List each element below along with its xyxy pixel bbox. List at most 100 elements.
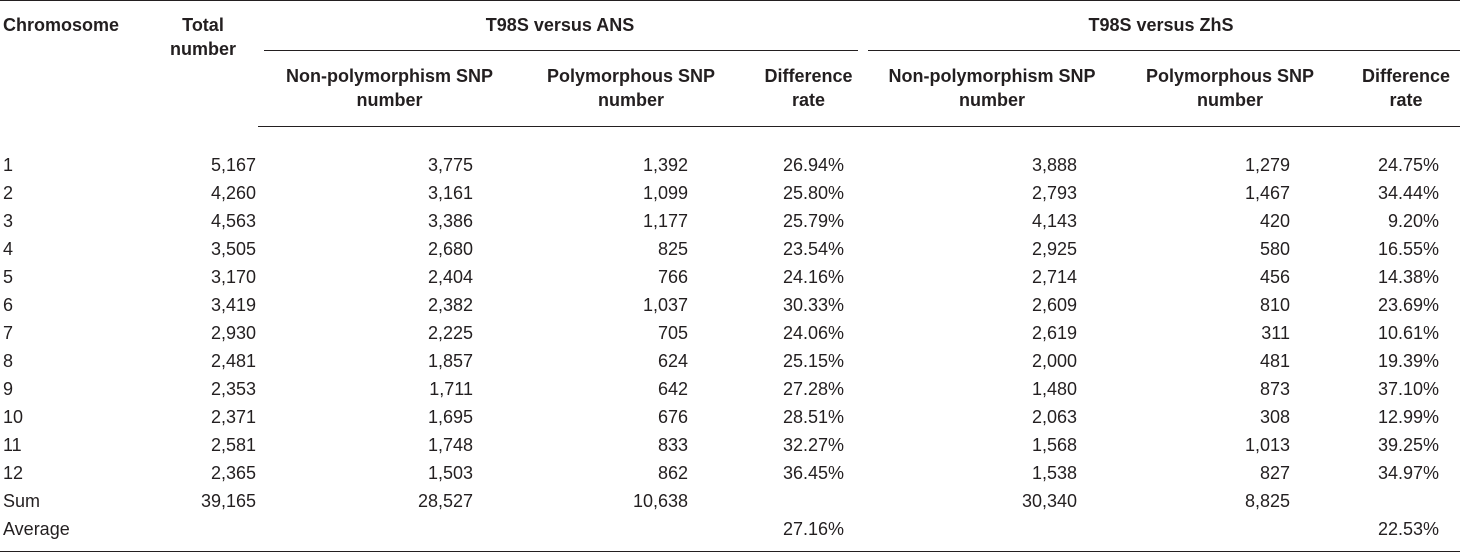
header-ans-non-poly: Non-polymorphism SNP number [258,50,521,127]
header-zhs-diff-rate: Difference rate [1338,50,1460,127]
cell-zhs-non-poly: 2,714 [1031,267,1077,287]
cell-chromosome: 8 [3,351,14,371]
cell-ans-rate: 24.16% [782,267,844,287]
table-row: 6 3,419 2,382 1,037 30.33% 2,609 810 23.… [0,291,1460,319]
cell-ans-poly: 766 [657,267,688,287]
cell-zhs-non-poly: 1,568 [1031,435,1077,455]
cell-ans-poly: 1,099 [642,183,688,203]
header-zhs-diff-rate-text: Difference rate [1361,65,1451,110]
cell-ans-non-poly: 3,386 [427,211,473,231]
header-total-number: Total number [148,0,258,127]
table-row: 4 3,505 2,680 825 23.54% 2,925 580 16.55… [0,235,1460,263]
cell-ans-rate: 32.27% [782,435,844,455]
cell-zhs-poly: 827 [1259,463,1290,483]
cell-zhs-non-poly: 4,143 [1031,211,1077,231]
table-header: Chromosome Total number T98S versus ANS … [0,0,1460,127]
cell-chromosome: 6 [3,295,14,315]
table-body: 1 5,167 3,775 1,392 26.94% 3,888 1,279 2… [0,127,1460,552]
sum-ans-non-poly: 28,527 [417,491,473,511]
cell-ans-non-poly: 2,225 [427,323,473,343]
cell-chromosome: 7 [3,323,14,343]
header-ans-poly-text: Polymorphous SNP number [546,65,716,110]
cell-zhs-rate: 37.10% [1377,379,1439,399]
cell-chromosome: 4 [3,239,14,259]
cell-ans-rate: 28.51% [782,407,844,427]
table-row: 7 2,930 2,225 705 24.06% 2,619 311 10.61… [0,319,1460,347]
table-row: 1 5,167 3,775 1,392 26.94% 3,888 1,279 2… [0,127,1460,180]
sum-ans-rate [741,487,862,515]
average-zhs-non-poly [862,515,1122,552]
average-total [148,515,258,552]
cell-ans-poly: 1,037 [642,295,688,315]
header-zhs-non-poly: Non-polymorphism SNP number [862,50,1122,127]
cell-zhs-rate: 10.61% [1377,323,1439,343]
table-row: 10 2,371 1,695 676 28.51% 2,063 308 12.9… [0,403,1460,431]
cell-ans-poly: 676 [657,407,688,427]
cell-ans-rate: 23.54% [782,239,844,259]
cell-zhs-rate: 16.55% [1377,239,1439,259]
cell-chromosome: 10 [3,407,24,427]
table-row: 3 4,563 3,386 1,177 25.79% 4,143 420 9.2… [0,207,1460,235]
cell-ans-poly: 642 [657,379,688,399]
cell-ans-non-poly: 1,711 [429,379,473,399]
cell-total: 5,167 [210,155,256,175]
sum-zhs-non-poly: 30,340 [1021,491,1077,511]
cell-ans-non-poly: 2,680 [427,239,473,259]
cell-total: 2,353 [210,379,256,399]
cell-ans-poly: 825 [657,239,688,259]
average-ans-rate: 27.16% [741,515,862,552]
cell-ans-non-poly: 2,404 [427,267,473,287]
cell-ans-rate: 24.06% [782,323,844,343]
header-ans-poly: Polymorphous SNP number [521,50,741,127]
group-ans-rule [264,49,858,51]
cell-total: 2,365 [210,463,256,483]
cell-zhs-non-poly: 1,538 [1031,463,1077,483]
header-group-ans: T98S versus ANS [258,0,862,51]
cell-zhs-poly: 420 [1259,211,1290,231]
cell-zhs-non-poly: 3,888 [1031,155,1077,175]
average-ans-poly [521,515,741,552]
cell-ans-rate: 25.80% [782,183,844,203]
average-zhs-rate: 22.53% [1338,515,1460,552]
group-zhs-rule [868,49,1460,51]
average-zhs-poly [1122,515,1338,552]
cell-zhs-poly: 311 [1261,323,1290,343]
cell-ans-non-poly: 3,775 [427,155,473,175]
cell-zhs-non-poly: 2,000 [1031,351,1077,371]
cell-chromosome: 5 [3,267,14,287]
cell-ans-rate: 25.79% [782,211,844,231]
header-group-zhs-label: T98S versus ZhS [1088,15,1234,35]
cell-chromosome: 2 [3,183,14,203]
table-row: 9 2,353 1,711 642 27.28% 1,480 873 37.10… [0,375,1460,403]
header-ans-diff-rate: Difference rate [741,50,862,127]
cell-ans-rate: 36.45% [782,463,844,483]
header-chromosome: Chromosome [0,0,148,127]
cell-ans-non-poly: 1,748 [427,435,473,455]
table-row: 11 2,581 1,748 833 32.27% 1,568 1,013 39… [0,431,1460,459]
cell-ans-rate: 30.33% [782,295,844,315]
cell-total: 3,505 [210,239,256,259]
cell-zhs-poly: 873 [1259,379,1290,399]
cell-total: 2,481 [210,351,256,371]
cell-total: 3,419 [210,295,256,315]
cell-ans-non-poly: 2,382 [427,295,473,315]
table-row: 5 3,170 2,404 766 24.16% 2,714 456 14.38… [0,263,1460,291]
header-zhs-non-poly-text: Non-polymorphism SNP number [888,65,1096,110]
cell-zhs-poly: 1,279 [1244,155,1290,175]
cell-zhs-poly: 481 [1259,351,1290,371]
cell-zhs-poly: 308 [1259,407,1290,427]
cell-ans-rate: 27.28% [782,379,844,399]
cell-zhs-rate: 39.25% [1377,435,1439,455]
cell-ans-non-poly: 1,695 [427,407,473,427]
sum-row: Sum 39,165 28,527 10,638 30,340 8,825 [0,487,1460,515]
cell-chromosome: 9 [3,379,14,399]
cell-zhs-rate: 34.97% [1377,463,1439,483]
cell-zhs-non-poly: 2,793 [1031,183,1077,203]
header-zhs-poly: Polymorphous SNP number [1122,50,1338,127]
cell-ans-poly: 833 [657,435,688,455]
cell-chromosome: 3 [3,211,14,231]
cell-total: 4,260 [210,183,256,203]
cell-zhs-poly: 1,013 [1244,435,1290,455]
